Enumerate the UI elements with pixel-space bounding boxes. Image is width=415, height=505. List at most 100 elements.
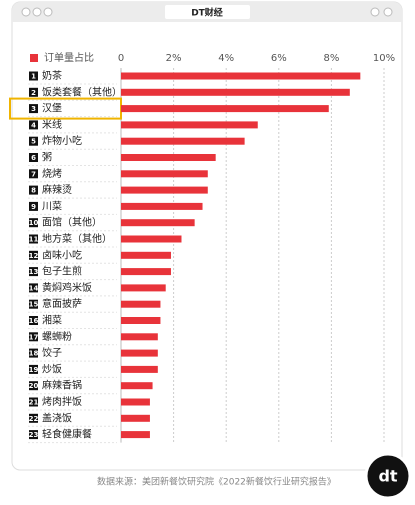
- rank-box: [29, 71, 38, 81]
- rank-box: [29, 104, 38, 114]
- window-dot: [43, 7, 53, 17]
- bar: [121, 349, 158, 357]
- rank-box: [29, 234, 38, 244]
- category-label: 意面披萨: [42, 297, 82, 310]
- rank: 19: [29, 366, 39, 374]
- window-dot: [370, 7, 380, 17]
- category-label: 奶茶: [42, 69, 62, 82]
- bar: [121, 154, 216, 161]
- x-tick-label: 0: [118, 53, 124, 64]
- rank: 8: [31, 187, 36, 195]
- rank: 1: [31, 73, 36, 81]
- x-tick-label: 10%: [373, 53, 395, 64]
- rank-box: [29, 316, 38, 325]
- bar: [121, 88, 350, 96]
- bar: [121, 382, 153, 390]
- brand: DT财经: [191, 7, 223, 19]
- rank-box: [29, 299, 38, 309]
- category-label: 地方菜（其他）: [42, 232, 112, 245]
- bar: [121, 72, 361, 80]
- rank: 2: [31, 89, 36, 97]
- bar: [121, 268, 171, 276]
- category-label: 川菜: [42, 200, 62, 212]
- bar: [121, 414, 150, 422]
- window-dot: [21, 7, 31, 17]
- rank-box: [29, 430, 38, 440]
- rank: 12: [29, 252, 39, 260]
- x-tick-label: 8%: [323, 53, 339, 64]
- rank: 10: [29, 219, 39, 227]
- bar: [121, 105, 329, 113]
- rank: 22: [29, 415, 39, 423]
- category-label: 轻食健康餐: [42, 428, 92, 441]
- rank-box: [29, 201, 38, 211]
- rank-box: [29, 87, 38, 97]
- bar: [121, 398, 150, 406]
- x-tick-label: 6%: [271, 53, 287, 64]
- bar: [121, 137, 245, 145]
- rank: 13: [29, 268, 39, 276]
- category-label: 烧烤: [42, 167, 62, 180]
- rank: 7: [31, 170, 36, 178]
- x-tick-label: 4%: [218, 53, 234, 64]
- rank: 23: [29, 431, 39, 439]
- bar: [121, 251, 171, 259]
- bar: [121, 202, 203, 210]
- rank-box: [29, 153, 38, 162]
- rank: 21: [29, 399, 39, 407]
- rank-box: [29, 267, 38, 277]
- bar: [121, 333, 158, 341]
- bar: [121, 219, 195, 227]
- category-label: 米线: [42, 118, 62, 131]
- category-label: 盖浇饭: [42, 411, 72, 424]
- category-label: 饭类套餐（其他）: [42, 85, 122, 98]
- rank: 18: [29, 350, 39, 358]
- window-dot: [383, 7, 393, 17]
- category-label: 汉堡: [42, 102, 62, 115]
- bar: [121, 170, 208, 178]
- rank-box: [29, 136, 38, 146]
- window-dot: [32, 7, 42, 17]
- rank-box: [29, 397, 38, 407]
- rank-box: [29, 332, 38, 342]
- category-label: 面馆（其他）: [42, 216, 102, 229]
- rank-box: [29, 185, 38, 195]
- rank: 4: [31, 121, 36, 129]
- legend-label: 订单量占比: [44, 51, 94, 64]
- category-label: 湘菜: [42, 314, 62, 327]
- logo: dt: [378, 467, 397, 486]
- rank-box: [29, 218, 38, 228]
- rank-box: [29, 413, 38, 423]
- category-label: 烤肉拌饭: [42, 395, 82, 408]
- category-label: 螺蛳粉: [42, 330, 72, 343]
- rank: 5: [31, 138, 36, 146]
- rank: 11: [29, 236, 39, 244]
- rank-box: [29, 283, 38, 293]
- rank: 17: [29, 333, 39, 341]
- bar: [121, 317, 161, 324]
- category-label: 包子生煎: [42, 265, 82, 278]
- category-label: 炒饭: [42, 363, 62, 375]
- brand-box: [165, 5, 250, 19]
- rank: 3: [31, 105, 36, 113]
- bar: [121, 300, 161, 308]
- rank-box: [29, 364, 38, 374]
- bar: [121, 121, 258, 129]
- category-label: 粥: [42, 152, 52, 164]
- rank: 14: [29, 284, 39, 292]
- logo-circle: [364, 452, 412, 500]
- rank-box: [29, 381, 38, 391]
- category-label: 炸物小吃: [42, 134, 82, 147]
- rank: 16: [29, 317, 39, 325]
- rank-box: [29, 120, 38, 130]
- x-tick-label: 2%: [166, 53, 182, 64]
- bar: [121, 365, 158, 373]
- rank-box: [29, 348, 38, 358]
- rank-box: [29, 250, 38, 260]
- bar: [121, 235, 182, 243]
- category-label: 卤味小吃: [42, 248, 82, 261]
- category-label: 麻辣烫: [42, 183, 72, 196]
- category-label: 黄焖鸡米饭: [42, 281, 92, 294]
